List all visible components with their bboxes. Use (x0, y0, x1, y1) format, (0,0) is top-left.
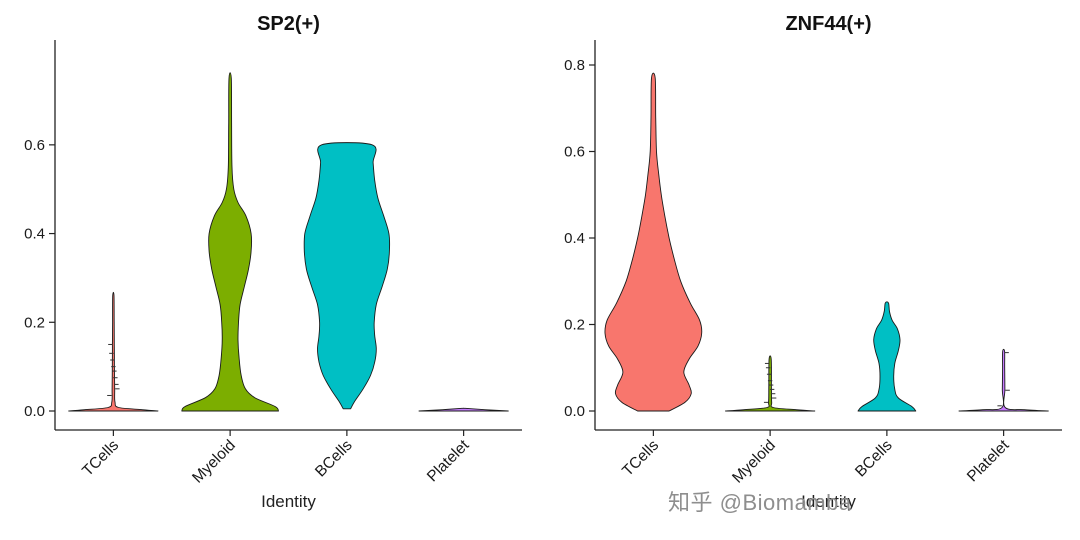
y-tick-label: 0.2 (24, 314, 45, 331)
y-tick-label: 0.8 (564, 57, 585, 74)
x-tick-label-bcells: BCells (312, 437, 356, 481)
x-tick-label-tcells: TCells (79, 437, 122, 480)
y-tick-label: 0.4 (24, 226, 45, 243)
chart-canvas: 0.0 0.2 0.4 0.6 TCells Myeloid BCells Platelet S… (24, 13, 522, 511)
violin-tcells (68, 291, 159, 412)
y-tick-label: 0.6 (564, 144, 585, 161)
chart-panel-sp2: 0.0 0.2 0.4 0.6 TCells Myeloid BCells Platelet S… (24, 13, 522, 511)
y-tick-label: 0.0 (24, 403, 45, 420)
violin-myeloid (181, 72, 279, 412)
violin-bcells (303, 142, 391, 410)
x-tick-label-bcells: BCells (852, 437, 896, 481)
chart-title: SP2(+) (257, 13, 320, 35)
violin-platelet (418, 407, 509, 412)
y-tick-label: 0.2 (564, 317, 585, 334)
x-tick-label-tcells: TCells (619, 437, 662, 480)
violin-tcells (604, 72, 703, 412)
violin-platelet (958, 348, 1049, 412)
chart-title: ZNF44(+) (785, 13, 871, 35)
x-tick-label-myeloid: Myeloid (729, 437, 779, 487)
y-tick-label: 0.6 (24, 137, 45, 154)
violin-myeloid (725, 355, 816, 412)
y-tick-label: 0.4 (564, 230, 585, 247)
x-axis-label: Identity (261, 492, 316, 511)
y-tick-label: 0.0 (564, 403, 585, 420)
watermark: 知乎 @Biomamba (668, 490, 852, 515)
x-tick-label-platelet: Platelet (424, 436, 473, 485)
x-axis-label: Identity (801, 492, 856, 511)
violin-bcells (857, 301, 917, 412)
x-tick-label-myeloid: Myeloid (189, 437, 239, 487)
chart-canvas: 0.0 0.2 0.4 0.6 0.8 TCells Myeloid BCells Platel… (564, 13, 1062, 511)
chart-panel-znf44: 0.0 0.2 0.4 0.6 0.8 TCells Myeloid BCells Platel… (540, 0, 1080, 540)
x-tick-label-platelet: Platelet (964, 436, 1013, 485)
